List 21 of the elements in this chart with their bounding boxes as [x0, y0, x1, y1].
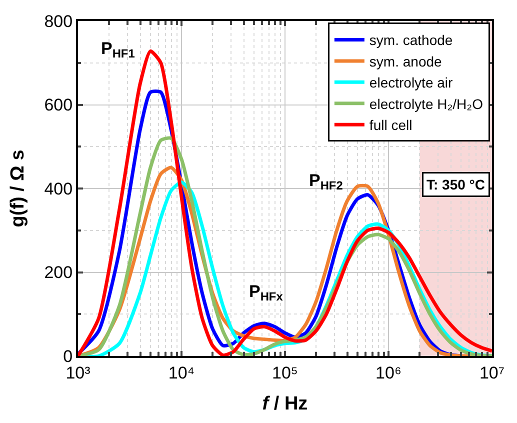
x-tick-label: 10⁵ [272, 363, 298, 382]
annotation: T: 350 °C [426, 176, 486, 192]
annotation: P$_{HF2}$ [309, 171, 344, 193]
legend-label: electrolyte air [369, 74, 454, 91]
y-tick-label: 0 [63, 346, 73, 366]
y-tick-label: 800 [44, 12, 73, 31]
annotation: P$_{HF1}$ [101, 39, 136, 61]
x-tick-label: 10⁶ [376, 363, 402, 382]
x-axis-title: f / Hz [262, 394, 308, 415]
y-tick-label: 400 [44, 179, 73, 198]
annotation: P$_{HFx}$ [249, 282, 284, 304]
legend-label: sym. cathode [369, 32, 453, 48]
y-tick-label: 600 [44, 96, 73, 115]
x-tick-label: 10⁴ [168, 363, 195, 382]
y-tick-label: 200 [44, 263, 73, 282]
x-tick-label: 10⁷ [479, 363, 505, 382]
legend-label: electrolyte H₂/H₂O [369, 96, 484, 112]
legend-label: full cell [369, 117, 412, 134]
legend-label: sym. anode [369, 53, 442, 70]
x-tick-label: 10³ [66, 363, 91, 382]
y-axis-title: g(f) / Ω s [8, 150, 29, 228]
